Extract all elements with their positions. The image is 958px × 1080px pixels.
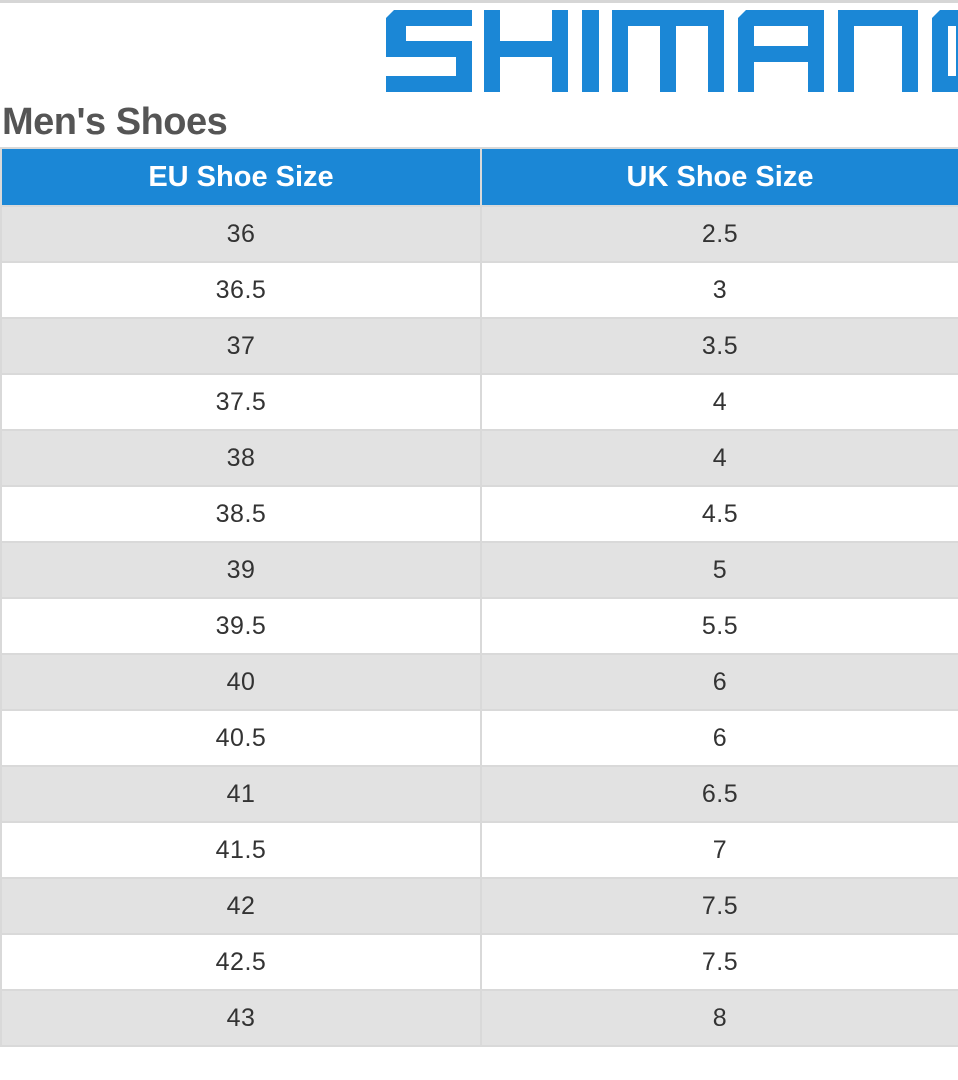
eu-size-cell: 40.5	[0, 709, 482, 767]
eu-size-cell: 43	[0, 989, 482, 1047]
uk-size-cell: 6	[480, 653, 958, 711]
table-row: 38 4	[0, 429, 958, 487]
table-row: 42.5 7.5	[0, 933, 958, 991]
eu-size-cell: 36.5	[0, 261, 482, 319]
table-header-row: EU Shoe Size UK Shoe Size	[0, 147, 958, 207]
eu-size-cell: 38.5	[0, 485, 482, 543]
uk-size-cell: 6	[480, 709, 958, 767]
eu-size-cell: 36	[0, 205, 482, 263]
uk-size-cell: 4	[480, 373, 958, 431]
uk-size-cell: 7.5	[480, 933, 958, 991]
page-title: Men's Shoes	[2, 101, 228, 143]
eu-size-cell: 41	[0, 765, 482, 823]
table-row: 42 7.5	[0, 877, 958, 935]
uk-size-cell: 5.5	[480, 597, 958, 655]
shoe-size-table: EU Shoe Size UK Shoe Size 36 2.5 36.5 3 …	[0, 147, 958, 1047]
table-row: 41.5 7	[0, 821, 958, 879]
table-row: 39.5 5.5	[0, 597, 958, 655]
eu-size-cell: 37.5	[0, 373, 482, 431]
table-row: 41 6.5	[0, 765, 958, 823]
eu-size-cell: 38	[0, 429, 482, 487]
uk-size-cell: 8	[480, 989, 958, 1047]
uk-size-cell: 6.5	[480, 765, 958, 823]
table-row: 39 5	[0, 541, 958, 599]
eu-size-cell: 42.5	[0, 933, 482, 991]
uk-size-cell: 4	[480, 429, 958, 487]
eu-size-cell: 42	[0, 877, 482, 935]
eu-size-cell: 39.5	[0, 597, 482, 655]
table-row: 40 6	[0, 653, 958, 711]
table-row: 36 2.5	[0, 205, 958, 263]
table-row: 36.5 3	[0, 261, 958, 319]
shimano-logo	[384, 10, 958, 92]
column-header-uk: UK Shoe Size	[480, 147, 958, 207]
table-row: 38.5 4.5	[0, 485, 958, 543]
table-row: 40.5 6	[0, 709, 958, 767]
eu-size-cell: 39	[0, 541, 482, 599]
uk-size-cell: 7.5	[480, 877, 958, 935]
uk-size-cell: 5	[480, 541, 958, 599]
uk-size-cell: 7	[480, 821, 958, 879]
table-row: 43 8	[0, 989, 958, 1047]
eu-size-cell: 37	[0, 317, 482, 375]
eu-size-cell: 41.5	[0, 821, 482, 879]
table-row: 37.5 4	[0, 373, 958, 431]
table-row: 37 3.5	[0, 317, 958, 375]
uk-size-cell: 3.5	[480, 317, 958, 375]
uk-size-cell: 4.5	[480, 485, 958, 543]
uk-size-cell: 2.5	[480, 205, 958, 263]
uk-size-cell: 3	[480, 261, 958, 319]
eu-size-cell: 40	[0, 653, 482, 711]
top-divider	[0, 0, 958, 3]
column-header-eu: EU Shoe Size	[0, 147, 482, 207]
